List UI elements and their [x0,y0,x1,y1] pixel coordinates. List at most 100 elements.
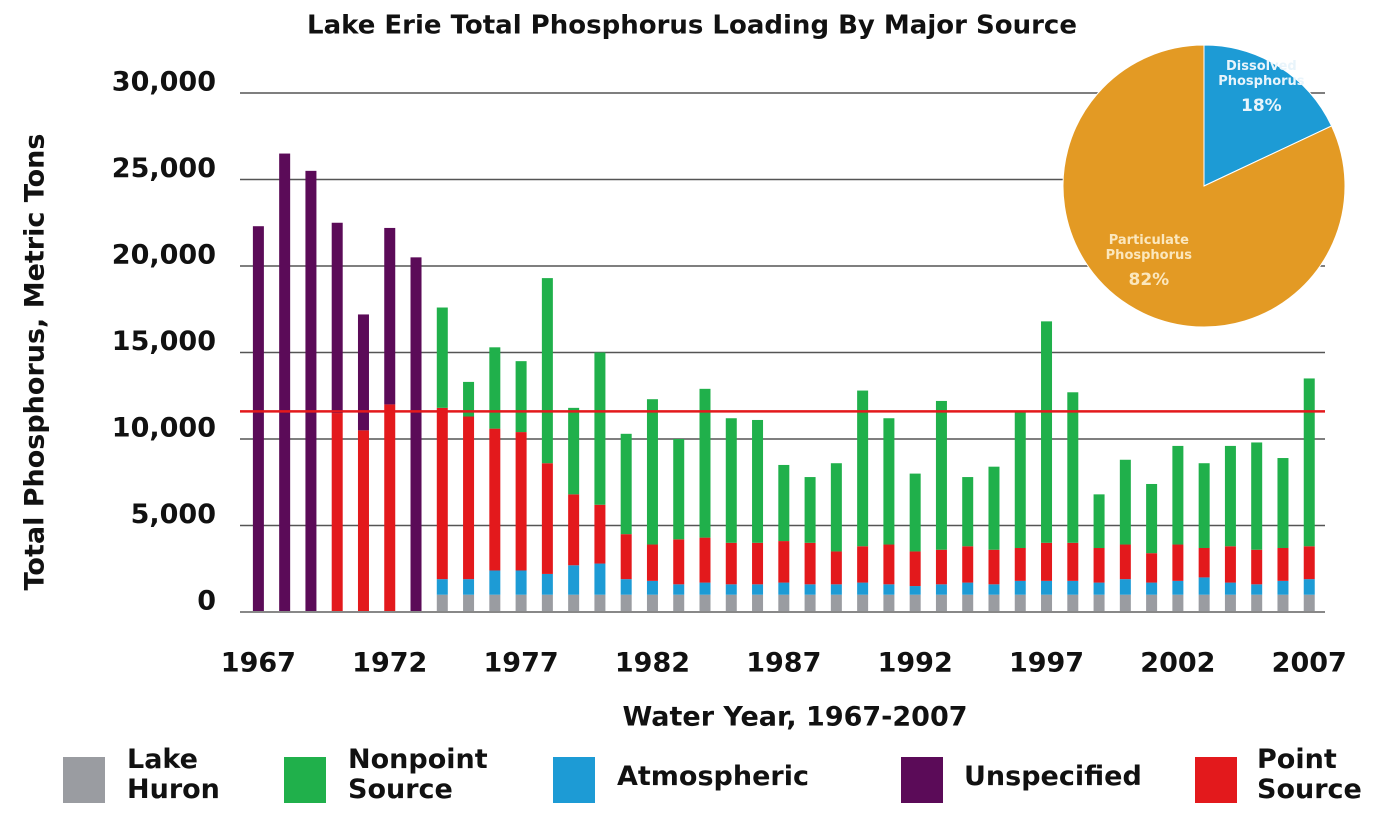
bar-segment [1277,547,1289,581]
bar-segment [988,584,1000,595]
bar-segment [436,579,448,595]
pie-label: Dissolved Phosphorus [1218,59,1305,89]
bar-segment [594,594,606,612]
bar-segment [752,594,764,612]
bar-segment [463,594,475,612]
bar-segment [673,439,685,540]
y-tick-label: 5,000 [131,499,216,530]
bar-segment [620,433,632,535]
bar-segment [1067,580,1079,595]
bar-segment [804,542,816,585]
bar-segment [830,463,842,552]
bar-segment [620,534,632,580]
bar-segment [384,404,396,612]
bar-segment [331,413,343,612]
bar-segment [1093,547,1105,583]
y-tick-label: 15,000 [112,326,216,357]
bar-segment [1146,594,1158,612]
bar-segment [725,542,737,585]
bar-segment [804,594,816,612]
legend-label: Lake Huron [127,744,220,806]
bar-segment [725,584,737,595]
y-tick-label: 25,000 [112,153,216,184]
bar-segment [909,594,921,612]
bar-segment [1067,594,1079,612]
bar-segment [1041,542,1053,581]
bar-segment [857,390,869,547]
bar-segment [883,594,895,612]
bar-segment [778,594,790,612]
legend-swatch [553,757,595,803]
x-tick-label: 1972 [352,648,427,679]
bar-segment [1224,582,1236,595]
bar-segment [1146,582,1158,595]
bar-segment [673,539,685,585]
bar-segment [252,226,264,612]
x-tick-label: 1997 [1009,648,1084,679]
bar-segment [935,549,947,585]
bar-segment [594,352,606,505]
bar-segment [463,579,475,595]
bar-segment [1224,546,1236,583]
bar-segment [962,582,974,595]
bar-segment [1041,594,1053,612]
bar-segment [1251,442,1263,550]
x-tick-label: 1967 [221,648,296,679]
bar-segment [1093,582,1105,595]
bar-segment [1303,378,1315,547]
bar-segment [1093,494,1105,548]
y-tick-label: 20,000 [112,240,216,271]
pie-value-label: 18% [1241,96,1282,117]
bar-segment [778,541,790,583]
bar-segment [357,314,369,431]
bar-segment [699,594,711,612]
bar-segment [752,584,764,595]
bar-segment [436,307,448,408]
bar-segment [331,222,343,414]
y-tick-label: 0 [197,586,216,617]
legend-label: Point Source [1257,744,1362,806]
bar-segment [1198,577,1210,595]
bar-segment [883,418,895,545]
x-axis-label: Water Year, 1967-2007 [622,702,967,733]
bar-segment [673,584,685,595]
bar-segment [778,582,790,595]
bar-segment [384,227,396,405]
bar-segment [830,551,842,585]
bar-segment [1172,544,1184,581]
bar-segment [1119,579,1131,595]
bar-segment [515,594,527,612]
bar-segment [1303,546,1315,580]
bar-segment [935,594,947,612]
bar-segment [909,551,921,587]
bar-segment [857,594,869,612]
bar-segment [646,544,658,581]
bar-segment [1146,553,1158,583]
y-tick-label: 10,000 [112,413,216,444]
bar-segment [1014,594,1026,612]
bar-segment [541,278,553,464]
bar-segment [620,594,632,612]
bar-segment [646,580,658,595]
bar-segment [541,463,553,574]
bar-segment [883,584,895,595]
pie-value-label: 82% [1128,270,1170,291]
bar-segment [515,570,527,595]
bar-segment [673,594,685,612]
bar-segment [1067,542,1079,581]
bar-segment [620,579,632,595]
bar-segment [1198,547,1210,578]
bar-segment [1277,580,1289,595]
bar-segment [1093,594,1105,612]
legend-label: Atmospheric [617,761,809,792]
bar-segment [909,473,921,552]
bar-segment [489,594,501,612]
x-tick-label: 1977 [484,648,559,679]
bar-segment [1041,580,1053,595]
bar-segment [515,361,527,433]
bar-segment [935,400,947,550]
bar-segment [752,542,764,585]
bar-segment [305,170,317,612]
bar-segment [935,584,947,595]
y-tick-label: 30,000 [112,67,216,98]
